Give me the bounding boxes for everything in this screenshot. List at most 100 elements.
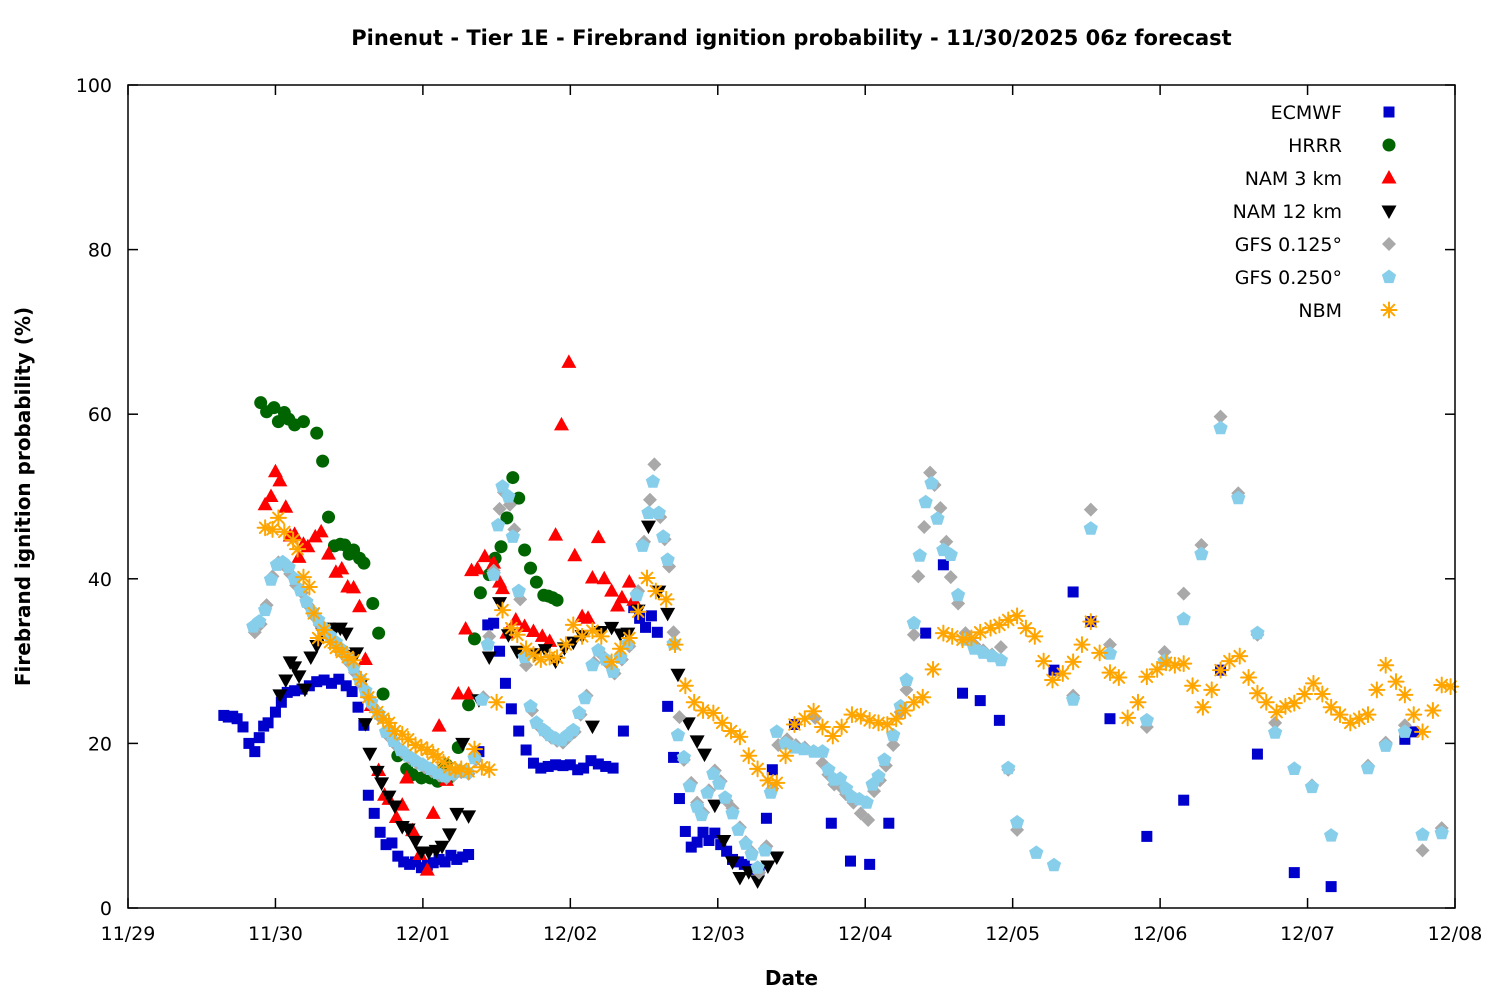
gfs-0-125-data-point [923, 465, 938, 480]
gfs-0-250-data-point [1324, 828, 1339, 842]
nbm-data-point [887, 710, 905, 728]
gfs-0-250-data-point [930, 511, 945, 525]
gfs-0-250-data-point [258, 602, 273, 617]
gfs-0-125-data-point [642, 492, 657, 507]
hrrr-data-point [357, 556, 371, 570]
gfs-0-125-data-point [911, 569, 926, 584]
nam-12-km-data-point [449, 807, 465, 822]
nam-12-km-data-point [769, 851, 785, 865]
gfs-0-125-data-point [906, 627, 921, 642]
x-tick-label: 12/02 [543, 923, 598, 945]
gfs-0-125-data-point [672, 710, 687, 725]
nbm-data-point [1119, 709, 1137, 727]
ecmwf-data-point [368, 807, 380, 819]
gfs-0-125-data-point [1194, 538, 1209, 553]
ecmwf-data-point [864, 858, 876, 870]
gfs-0-125-data-point [666, 625, 681, 640]
nbm-data-point [480, 761, 498, 779]
gfs-0-125-data-point [899, 682, 914, 697]
ecmwf-data-point [237, 721, 249, 733]
ecmwf-data-point [766, 764, 778, 776]
nam-12-km-data-point [408, 835, 424, 850]
gfs-0-250-data-point [299, 594, 314, 608]
nbm-data-point [359, 688, 377, 706]
x-tick-label: 12/04 [838, 923, 893, 945]
gfs-0-250-data-point [281, 559, 296, 574]
gfs-0-250-data-point [821, 762, 836, 776]
nbm-data-point [1110, 669, 1128, 687]
gfs-0-250-data-point [572, 705, 587, 719]
gfs-0-250-data-point [635, 538, 650, 552]
nam-3-km-data-point [278, 499, 294, 513]
plot-border [127, 84, 1456, 909]
legend-label-ecmwf: ECMWF [1271, 102, 1342, 124]
nam-12-km-data-point [357, 718, 373, 732]
nbm-data-point [345, 651, 363, 669]
ecmwf-data-point [662, 700, 674, 712]
nam-12-km-data-point [640, 520, 656, 535]
nam-3-km-data-point [469, 560, 485, 575]
nam-3-km-data-point [346, 579, 362, 594]
nam-3-km-data-point [313, 523, 329, 538]
nbm-data-point [1091, 644, 1109, 662]
ecmwf-data-point [392, 850, 404, 862]
nbm-data-point [508, 626, 526, 644]
ecmwf-data-point [439, 856, 451, 868]
ecmwf-data-point [289, 685, 301, 697]
ecmwf-data-point [844, 855, 856, 867]
gfs-0-250-data-point [943, 547, 958, 561]
nam-3-km-data-point [291, 549, 307, 563]
nam-12-km-legend-marker-icon [1381, 205, 1397, 219]
gfs-0-250-data-point [924, 475, 939, 490]
nbm-data-point [603, 653, 621, 671]
gfs-0-250-data-point [1360, 760, 1376, 775]
nbm-data-point [813, 718, 831, 736]
nbm-data-point [269, 509, 287, 527]
gfs-0-250-data-point [651, 505, 666, 519]
nbm-data-point [962, 629, 980, 647]
gfs-0-250-data-point [660, 552, 675, 566]
ecmwf-data-point [333, 673, 345, 685]
gfs-0-250-data-point [1397, 724, 1412, 738]
gfs-0-250-data-point [670, 727, 686, 742]
legend: ECMWF HRRR NAM 3 km NAM 12 km GFS 0.125° GFS … [1233, 102, 1398, 322]
nbm-data-point [1129, 693, 1147, 711]
ecmwf-data-point [645, 610, 657, 622]
nbm-data-point [704, 704, 722, 722]
ecmwf-data-point [1408, 726, 1420, 738]
ecmwf-data-point [410, 856, 422, 868]
y-tick-label: 100 [76, 75, 112, 97]
x-tick-label: 12/05 [985, 923, 1040, 945]
nam-12-km-data-point [291, 670, 307, 684]
gfs-0-125-data-point [1102, 637, 1117, 652]
gfs-0-250-data-point [1304, 779, 1320, 794]
gfs-0-250-data-point [738, 836, 753, 850]
ecmwf-data-point [275, 696, 287, 708]
nam-12-km-data-point [750, 875, 766, 889]
series-ecmwf [218, 559, 1420, 893]
gfs-0-250-data-point [501, 489, 516, 503]
nam-12-km-data-point [374, 777, 390, 791]
gfs-0-250-data-point [566, 722, 581, 737]
x-axis-title: Date [765, 966, 818, 990]
nbm-data-point [1138, 668, 1156, 686]
gfs-0-250-data-point [645, 474, 660, 488]
gfs-0-250-data-point [750, 860, 765, 874]
gfs-0-125-legend-marker-icon [1382, 237, 1396, 251]
nbm-data-point [666, 636, 684, 654]
ecmwf-data-point [269, 706, 281, 718]
ecmwf-data-point [697, 826, 709, 838]
x-tick-label: 11/30 [248, 923, 303, 945]
gfs-0-250-data-point [1066, 692, 1081, 706]
nam-3-km-data-point [567, 547, 583, 562]
x-tick-label: 12/01 [396, 923, 451, 945]
nbm-data-point [1064, 653, 1082, 671]
nbm-data-point [1331, 706, 1349, 724]
gfs-0-250-data-point [585, 657, 600, 672]
nam-12-km-data-point [387, 800, 403, 814]
nbm-data-point [1359, 706, 1377, 724]
nam-12-km-data-point [434, 840, 450, 855]
nbm-data-point [1043, 671, 1061, 689]
nam-12-km-data-point [760, 860, 776, 875]
nam-3-km-data-point [334, 560, 350, 575]
